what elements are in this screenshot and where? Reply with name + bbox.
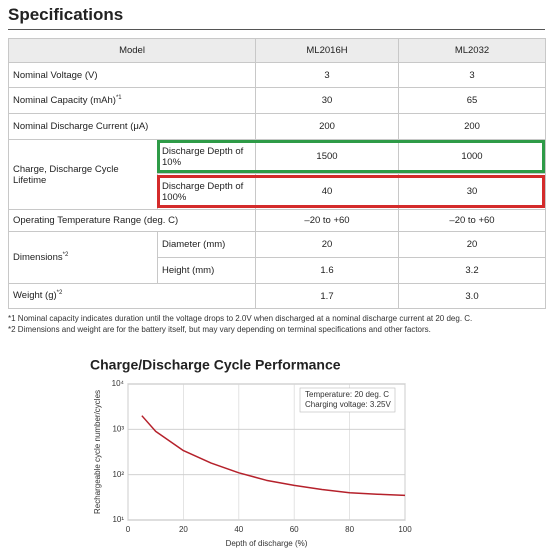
y-axis-label: Rechargeable cycle number/cycles [93, 390, 102, 514]
highlight-box [157, 175, 545, 208]
row: Nominal Discharge Current (μA) 200 200 [8, 113, 546, 140]
header-cell: ML2016H [255, 38, 399, 63]
y-tick-label: 10¹ [112, 515, 124, 524]
row-label: Dimensions*2 [8, 231, 158, 284]
footnote: *2 Dimensions and weight are for the bat… [8, 325, 431, 334]
spec-table: Model ML2016H ML2032 Nominal Voltage (V) 3 3… [8, 38, 546, 309]
cell: –20 to +60 [398, 209, 546, 232]
x-tick-label: 40 [234, 525, 243, 534]
cell: 65 [398, 87, 546, 114]
row-label: Nominal Capacity (mAh)*1 [8, 87, 256, 114]
row-label: Weight (g)*2 [8, 283, 256, 309]
header-row: Model ML2016H ML2032 [8, 38, 546, 63]
row: Weight (g)*2 1.7 3.0 [8, 283, 546, 309]
cell: 3 [398, 62, 546, 88]
annotation: Temperature: 20 deg. C [305, 390, 389, 399]
cell: 40 [255, 173, 399, 210]
cell: 200 [255, 113, 399, 140]
cell: 3 [255, 62, 399, 88]
x-tick-label: 0 [126, 525, 131, 534]
footnote: *1 Nominal capacity indicates duration u… [8, 314, 473, 323]
row: Discharge Depth of 100% 40 30 [9, 173, 546, 210]
row-label: Operating Temperature Range (deg. C) [8, 209, 256, 232]
note: *1 [115, 94, 122, 101]
x-axis-label: Depth of discharge (%) [226, 539, 308, 548]
x-tick-label: 20 [179, 525, 188, 534]
annotation: Charging voltage: 3.25V [305, 400, 392, 409]
chart: Charge/Discharge Cycle Performance 0 20 40… [90, 357, 412, 548]
cell: 30 [255, 87, 399, 114]
line [141, 415, 406, 497]
note: *2 [56, 290, 63, 297]
highlight-box [157, 140, 545, 173]
cell: 30 [398, 173, 546, 210]
row: Nominal Capacity (mAh)*1 30 65 [8, 87, 546, 114]
row: Dimensions*2 Diameter (mm) 20 20 [8, 231, 546, 284]
title-rule [8, 29, 545, 30]
annotation-box [299, 387, 396, 413]
page-title: Specifications [8, 5, 124, 24]
header-cell: Model [8, 38, 256, 63]
label-text: Weight (g) [13, 290, 57, 302]
row: Height (mm) 1.6 3.2 [9, 257, 546, 284]
y-tick-label: 10² [112, 470, 124, 479]
cell: 20 [398, 231, 546, 258]
cell: –20 to +60 [255, 209, 399, 232]
x-tick-label: 100 [398, 525, 412, 534]
label-text: Dimensions [13, 252, 63, 264]
row-label: Nominal Voltage (V) [8, 62, 256, 88]
sub-label: Diameter (mm) [157, 231, 256, 258]
note: *2 [62, 251, 69, 258]
cell: 3.0 [398, 283, 546, 309]
y-tick-label: 10⁴ [112, 379, 125, 388]
row-label: Charge, Discharge Cycle Lifetime [8, 139, 158, 210]
header-cell: ML2032 [398, 38, 546, 63]
cell: 3.2 [398, 257, 546, 284]
label-text: Nominal Capacity (mAh) [13, 95, 116, 107]
row: Nominal Voltage (V) 3 3 [8, 62, 546, 88]
cell: 200 [398, 113, 546, 140]
cell: 20 [255, 231, 399, 258]
row: Operating Temperature Range (deg. C) –20 … [8, 209, 546, 232]
row-label: Nominal Discharge Current (μA) [8, 113, 256, 140]
x-tick-label: 60 [290, 525, 299, 534]
y-tick-label: 10³ [112, 424, 124, 433]
x-tick-label: 80 [345, 525, 354, 534]
chart-title: Charge/Discharge Cycle Performance [90, 357, 341, 373]
cell: 1.7 [255, 283, 399, 309]
cell: 1.6 [255, 257, 399, 284]
sub-label: Height (mm) [157, 257, 256, 284]
